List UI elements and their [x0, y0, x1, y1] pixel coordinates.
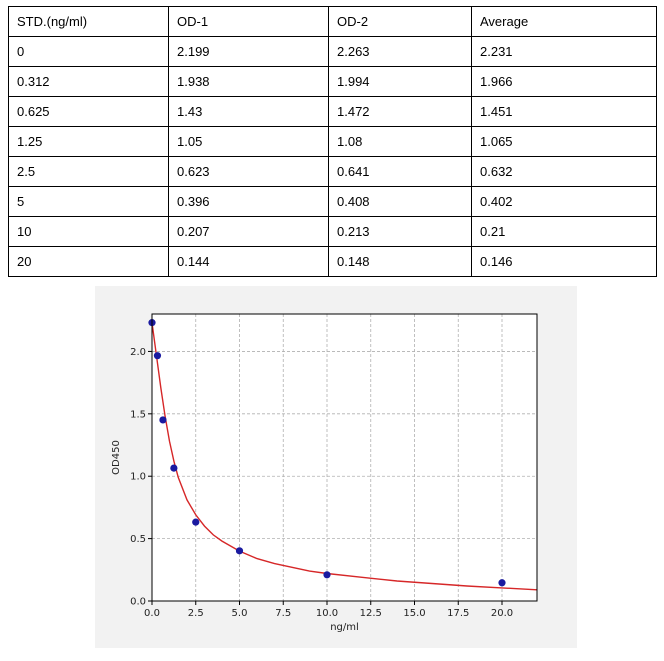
table-cell: 0.623 — [168, 156, 329, 187]
data-points — [148, 319, 506, 587]
table-cell: 0.207 — [168, 216, 329, 247]
y-axis-label: OD450 — [111, 440, 122, 475]
table-row: 5 0.396 0.408 0.402 — [8, 186, 657, 217]
y-tick-label: 1.5 — [130, 409, 146, 420]
table-row: 1.25 1.05 1.08 1.065 — [8, 126, 657, 157]
table-cell: 0.632 — [471, 156, 657, 187]
x-tick-label: 7.5 — [275, 608, 291, 619]
table-cell: 10 — [8, 216, 169, 247]
grid-lines — [151, 314, 537, 602]
table-cell: 1.25 — [8, 126, 169, 157]
fitted-curve — [151, 322, 538, 591]
x-tick-label: 20.0 — [491, 608, 513, 619]
standard-curve-chart: 0.0 2.5 5.0 7.5 10.0 12.5 15.0 17.5 20.0 0.0 0.5 1.… — [95, 286, 577, 648]
x-tick-label: 17.5 — [447, 608, 469, 619]
column-header: Average — [471, 6, 657, 37]
x-tick-label: 10.0 — [316, 608, 338, 619]
data-point — [170, 464, 178, 472]
table-cell: 0.146 — [471, 246, 657, 277]
plot-frame — [151, 313, 538, 602]
column-header: OD-1 — [168, 6, 329, 37]
table-cell: 0.213 — [328, 216, 472, 247]
table-row: 20 0.144 0.148 0.146 — [8, 246, 657, 277]
data-point — [159, 416, 167, 424]
table-header-row: STD.(ng/ml) OD-1 OD-2 Average — [8, 6, 657, 37]
table-row: 10 0.207 0.213 0.21 — [8, 216, 657, 247]
table-row: 0.312 1.938 1.994 1.966 — [8, 66, 657, 97]
data-point — [192, 518, 200, 526]
y-tick-label: 1.0 — [130, 472, 146, 483]
table-cell: 0.21 — [471, 216, 657, 247]
x-tick-label: 12.5 — [360, 608, 382, 619]
table-cell: 1.451 — [471, 96, 657, 127]
table-cell: 0 — [8, 36, 169, 67]
table-cell: 1.966 — [471, 66, 657, 97]
table-cell: 1.43 — [168, 96, 329, 127]
data-point — [153, 352, 162, 360]
axis-ticks: 0.0 2.5 5.0 7.5 10.0 12.5 15.0 17.5 20.0 0.0 0.5 1.… — [130, 347, 513, 619]
x-tick-label: 5.0 — [232, 608, 248, 619]
table-cell: 0.144 — [168, 246, 329, 277]
fitted-curve-line — [151, 322, 538, 591]
table-cell: 1.08 — [328, 126, 472, 157]
table-cell: 1.05 — [168, 126, 329, 157]
table-row: 0.625 1.43 1.472 1.451 — [8, 96, 657, 127]
y-tick-label: 2.0 — [130, 347, 146, 358]
x-tick-label: 0.0 — [144, 608, 160, 619]
column-header: OD-2 — [328, 6, 472, 37]
table-row: 2.5 0.623 0.641 0.632 — [8, 156, 657, 187]
table-row: 0 2.199 2.263 2.231 — [8, 36, 657, 67]
table-cell: 2.263 — [328, 36, 472, 67]
table-cell: 2.231 — [471, 36, 657, 67]
data-point — [498, 579, 506, 587]
table-cell: 0.408 — [328, 186, 472, 217]
x-axis-label: ng/ml — [330, 622, 359, 633]
standard-curve-table: STD.(ng/ml) OD-1 OD-2 Average 0 2.199 2.263 2.2… — [8, 6, 657, 277]
table-cell: 0.312 — [8, 66, 169, 97]
table-cell: 1.472 — [328, 96, 472, 127]
y-tick-label: 0.0 — [130, 597, 146, 608]
plot-area — [152, 314, 537, 601]
table-cell: 2.5 — [8, 156, 169, 187]
table-cell: 1.994 — [328, 66, 472, 97]
table-cell: 0.396 — [168, 186, 329, 217]
table-cell: 2.199 — [168, 36, 329, 67]
table-cell: 1.938 — [168, 66, 329, 97]
data-point — [323, 571, 331, 579]
table-cell: 0.148 — [328, 246, 472, 277]
data-point — [235, 547, 244, 555]
table-cell: 0.625 — [8, 96, 169, 127]
x-tick-label: 15.0 — [403, 608, 425, 619]
table-cell: 1.065 — [471, 126, 657, 157]
table-cell: 5 — [8, 186, 169, 217]
table-cell: 0.402 — [471, 186, 657, 217]
y-tick-label: 0.5 — [130, 534, 146, 545]
column-header: STD.(ng/ml) — [8, 6, 169, 37]
table-cell: 20 — [8, 246, 169, 277]
table-cell: 0.641 — [328, 156, 472, 187]
x-tick-label: 2.5 — [188, 608, 204, 619]
chart-svg: 0.0 2.5 5.0 7.5 10.0 12.5 15.0 17.5 20.0 0.0 0.5 1.… — [111, 313, 538, 633]
